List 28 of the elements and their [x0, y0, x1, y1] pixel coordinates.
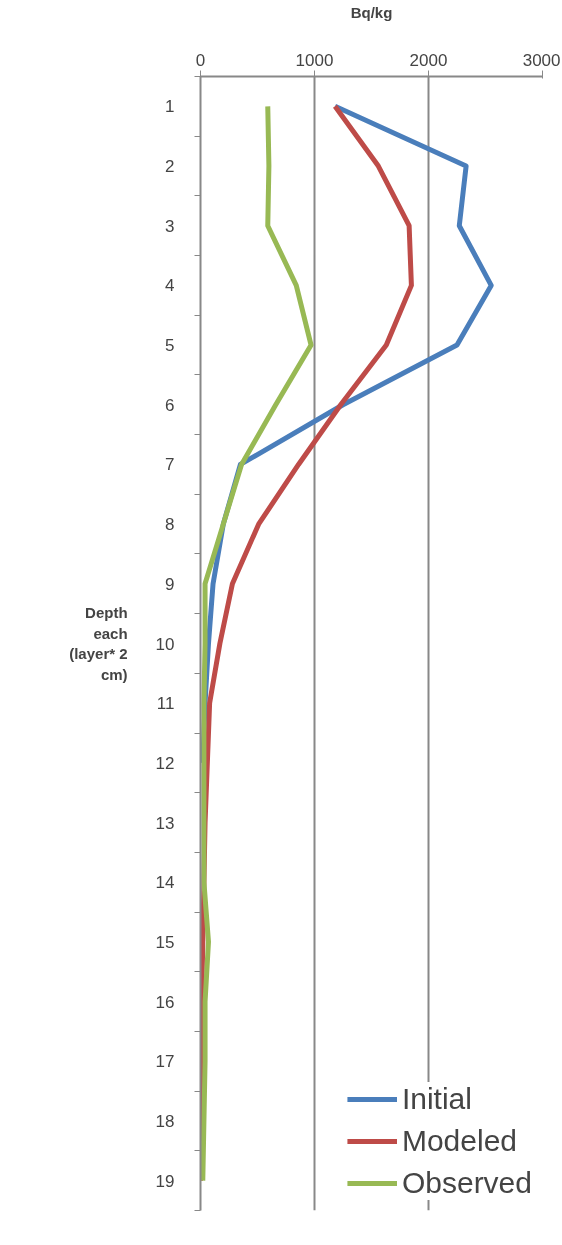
- chart-title: Bq/kg: [350, 3, 393, 21]
- x-tick-label: 0: [195, 50, 206, 70]
- y-tick-label: 8: [165, 515, 175, 535]
- y-tick-label: 2: [165, 157, 175, 177]
- y-tick-label: 16: [155, 992, 175, 1012]
- y-tick-label: 5: [165, 336, 175, 356]
- y-axis-title: Depth each (layer* 2 cm): [69, 604, 128, 683]
- legend-label: Initial: [401, 1082, 472, 1116]
- y-tick-label: 13: [155, 813, 175, 833]
- x-tick-label: 2000: [409, 50, 448, 70]
- y-tick-label: 12: [155, 753, 175, 773]
- y-tick-label: 7: [165, 455, 175, 475]
- y-tick-label: 3: [165, 216, 175, 236]
- y-tick-label: 14: [155, 873, 175, 893]
- y-tick-label: 17: [155, 1052, 175, 1072]
- y-tick-label: 6: [165, 395, 175, 415]
- y-tick-label: 10: [155, 634, 175, 654]
- y-tick-label: 18: [155, 1111, 175, 1131]
- y-tick-label: 11: [156, 694, 175, 714]
- x-tick-label: 1000: [295, 50, 334, 70]
- y-tick-label: 1: [165, 97, 175, 117]
- y-tick-label: 19: [155, 1171, 175, 1191]
- y-tick-label: 4: [165, 276, 175, 296]
- x-tick-label: 3000: [522, 50, 561, 70]
- y-tick-label: 15: [155, 932, 175, 952]
- y-tick-label: 9: [165, 574, 175, 594]
- legend-label: Observed: [401, 1166, 532, 1200]
- legend-label: Modeled: [401, 1124, 517, 1158]
